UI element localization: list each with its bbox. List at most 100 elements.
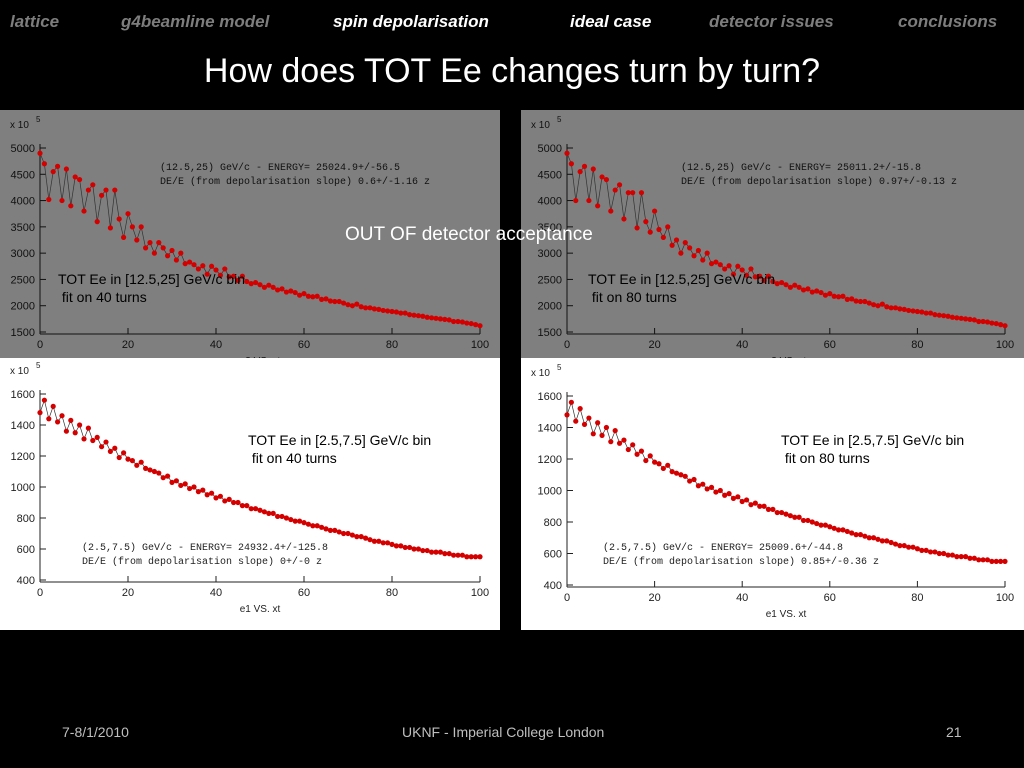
- y-tick-label: 1200: [11, 451, 35, 463]
- data-point: [160, 245, 166, 251]
- data-point: [608, 208, 614, 214]
- axis-exponent-label: x 10: [10, 120, 29, 131]
- data-point: [129, 224, 135, 230]
- nav-item-conclusions[interactable]: conclusions: [898, 12, 998, 31]
- data-point: [901, 543, 907, 549]
- data-point: [235, 277, 241, 284]
- y-tick-label: 400: [17, 575, 35, 587]
- data-point: [213, 495, 219, 501]
- data-point: [976, 557, 982, 563]
- x-tick-label: 100: [471, 587, 489, 599]
- data-point: [244, 503, 250, 509]
- data-point: [984, 319, 991, 325]
- data-point: [814, 520, 820, 527]
- data-point: [774, 281, 780, 287]
- data-point: [980, 318, 986, 325]
- data-point: [398, 543, 404, 549]
- data-point: [138, 224, 144, 230]
- y-tick-label: 2000: [538, 301, 562, 313]
- data-point: [85, 425, 91, 431]
- data-point: [625, 190, 631, 196]
- data-point: [871, 535, 877, 541]
- data-point: [949, 314, 956, 320]
- data-point: [301, 291, 307, 297]
- y-tick-label: 2000: [11, 301, 35, 313]
- data-point: [564, 150, 570, 156]
- y-tick-label: 4500: [538, 169, 562, 181]
- data-point: [660, 234, 666, 240]
- data-point: [599, 432, 605, 438]
- nav-item-ideal-case[interactable]: ideal case: [570, 12, 652, 31]
- data-point: [112, 445, 118, 451]
- data-point: [761, 503, 767, 509]
- data-point: [971, 555, 977, 561]
- x-tick-label: 0: [564, 339, 570, 351]
- data-point: [835, 294, 842, 300]
- data-point: [90, 182, 96, 188]
- data-point: [411, 312, 417, 318]
- data-point: [279, 513, 285, 520]
- data-point: [875, 303, 881, 309]
- data-point: [827, 291, 833, 297]
- data-point: [99, 192, 105, 198]
- caption-line: TOT Ee in [2.5,7.5] GeV/c bin: [781, 432, 965, 448]
- data-point: [923, 310, 929, 316]
- data-point: [217, 272, 223, 278]
- nav-item-lattice[interactable]: lattice: [10, 12, 60, 31]
- data-point: [713, 489, 719, 495]
- data-point: [420, 547, 426, 554]
- data-point: [669, 242, 675, 248]
- data-point: [616, 182, 623, 188]
- data-point: [72, 430, 78, 436]
- data-point: [46, 196, 52, 203]
- data-point: [319, 524, 325, 530]
- data-point: [638, 190, 645, 196]
- data-point: [134, 237, 140, 243]
- data-point: [393, 543, 399, 549]
- stats-text: (2.5,7.5) GeV/c - ENERGY= 25009.6+/-44.8: [603, 542, 843, 554]
- data-point: [1002, 558, 1008, 564]
- data-point: [129, 458, 135, 464]
- data-point: [796, 514, 802, 520]
- axis-exponent-label: x 10: [10, 366, 29, 377]
- data-point: [345, 530, 351, 537]
- data-point: [59, 197, 65, 204]
- data-point: [424, 547, 430, 554]
- data-point: [292, 289, 298, 296]
- data-point: [407, 312, 413, 318]
- nav-item-detector-issues[interactable]: detector issues: [709, 12, 834, 31]
- data-point: [678, 250, 684, 256]
- data-point: [63, 166, 69, 172]
- y-tick-label: 600: [544, 549, 562, 561]
- data-point: [568, 161, 574, 167]
- caption-top-right: TOT Ee in [12.5,25] GeV/c bin fit on 80 …: [588, 270, 775, 306]
- data-point: [573, 197, 579, 204]
- data-point: [884, 538, 890, 544]
- data-point: [121, 450, 127, 456]
- data-point: [37, 410, 43, 416]
- data-point: [700, 481, 706, 487]
- data-point: [116, 216, 122, 222]
- data-point: [682, 473, 688, 479]
- data-point: [927, 310, 934, 316]
- data-point: [279, 286, 285, 292]
- data-point: [169, 479, 175, 485]
- data-point: [147, 467, 153, 473]
- data-point: [182, 261, 188, 267]
- data-point: [954, 315, 960, 321]
- data-point: [112, 187, 118, 193]
- data-point: [235, 499, 241, 506]
- nav-item-g4beamline-model[interactable]: g4beamline model: [121, 12, 270, 31]
- stats-text: DE/E (from depolarisation slope) 0.6+/-1…: [160, 176, 430, 188]
- data-point: [244, 278, 250, 285]
- nav-item-spin-depolarisation[interactable]: spin depolarisation: [333, 12, 489, 31]
- data-point: [599, 174, 605, 180]
- data-point: [669, 469, 675, 475]
- y-tick-label: 1500: [11, 327, 35, 339]
- data-point: [358, 304, 364, 310]
- x-tick-label: 20: [648, 339, 660, 351]
- data-point: [616, 440, 623, 446]
- x-axis-label: e3 VS. xt: [240, 356, 281, 358]
- data-point: [993, 320, 999, 327]
- data-point: [156, 470, 162, 476]
